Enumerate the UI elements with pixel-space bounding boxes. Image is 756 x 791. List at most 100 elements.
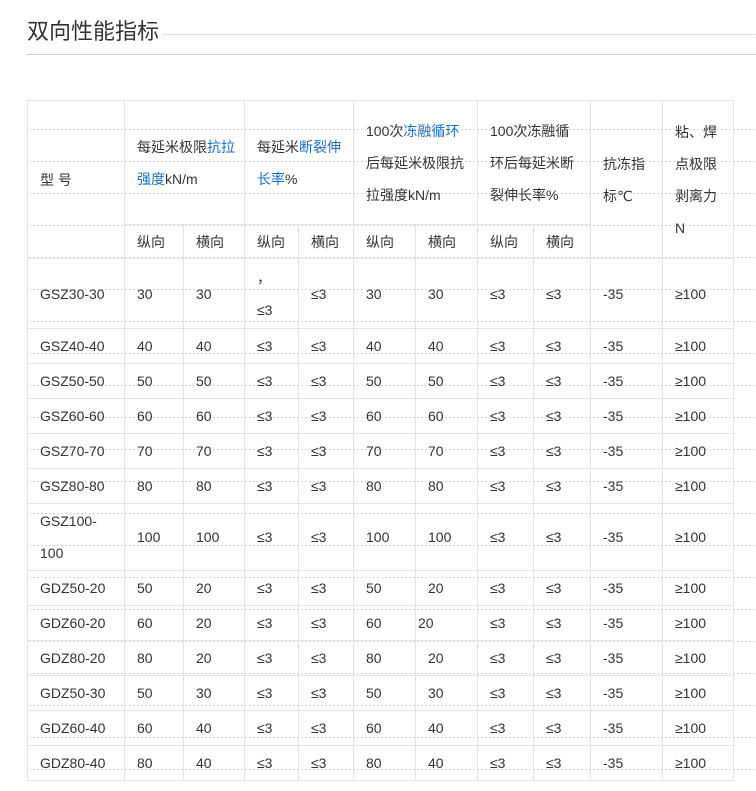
model-cell: GSZ40-40 xyxy=(27,328,125,364)
value-cell: ≤3 xyxy=(298,570,354,606)
table-row: GDZ60-40 60 40 ≤3 ≤3 60 40 ≤3 ≤3 -35 ≥100 xyxy=(27,710,734,746)
value-cell: ≥100 xyxy=(662,503,734,571)
value-cell: -35 xyxy=(590,398,663,434)
value-cell: 40 xyxy=(183,745,245,781)
value-cell: ≤3 xyxy=(298,258,354,329)
table-row: GSZ40-40 40 40 ≤3 ≤3 40 40 ≤3 ≤3 -35 ≥100 xyxy=(27,328,734,364)
value-cell: ， ≤3 xyxy=(244,258,299,329)
value-cell: 50 xyxy=(124,675,184,711)
value-cell: 40 xyxy=(415,328,478,364)
value-cell: ≤3 xyxy=(477,398,534,434)
value-cell: ≤3 xyxy=(533,675,591,711)
subheader-transverse: 横向 xyxy=(533,224,591,259)
model-cell: GSZ100-100 xyxy=(27,503,125,571)
value-cell: ≤3 xyxy=(477,710,534,746)
value-cell: ≤3 xyxy=(298,433,354,469)
value-cell: 70 xyxy=(124,433,184,469)
value-cell: ≤3 xyxy=(244,363,299,399)
model-cell: GDZ60-20 xyxy=(27,605,125,641)
value-cell: -35 xyxy=(590,675,663,711)
value-cell: 40 xyxy=(415,745,478,781)
value-cell: ≤3 xyxy=(477,640,534,676)
value-cell: 60 xyxy=(353,710,416,746)
value-cell: ≥100 xyxy=(662,605,734,641)
value-cell: 50 xyxy=(353,363,416,399)
value-cell: ≤3 xyxy=(533,258,591,329)
subheader-longitudinal: 纵向 xyxy=(353,224,416,259)
value-cell: ≤3 xyxy=(477,570,534,606)
value-cell: 20 xyxy=(183,640,245,676)
value-cell: 80 xyxy=(353,468,416,504)
model-cell: GDZ50-30 xyxy=(27,675,125,711)
value-cell: 100 xyxy=(415,503,478,571)
header-text-part: 100次 xyxy=(366,122,404,139)
value-cell: -35 xyxy=(590,745,663,781)
header-row: 型 号每延米极限抗拉强度kN/m 每延米断裂伸长率% 100次冻融循环后每延米极限抗… xyxy=(27,100,734,259)
subheader-longitudinal: 纵向 xyxy=(477,224,534,259)
value-cell: ≤3 xyxy=(533,433,591,469)
value-cell: ≤3 xyxy=(477,468,534,504)
title-divider xyxy=(27,54,756,55)
value-cell: 70 xyxy=(353,433,416,469)
value-cell: 80 xyxy=(183,468,245,504)
header-text-part[interactable]: 断裂伸长率 xyxy=(257,138,341,187)
value-cell: 30 xyxy=(415,675,478,711)
value-cell: 50 xyxy=(353,675,416,711)
subheader-row: 纵向 横向 纵向 横向 纵向 横向 纵向 横向 xyxy=(28,224,734,259)
value-cell: ≤3 xyxy=(244,640,299,676)
value-cell: -35 xyxy=(590,258,663,329)
model-cell: GSZ80-80 xyxy=(27,468,125,504)
value-cell: ≤3 xyxy=(298,468,354,504)
header-text-part[interactable]: 抗拉强度 xyxy=(137,138,235,187)
value-cell: 60 xyxy=(353,398,416,434)
value-cell: ≤3 xyxy=(298,710,354,746)
value-cell: ≤3 xyxy=(298,675,354,711)
value-cell: ≤3 xyxy=(244,398,299,434)
value-cell: ≤3 xyxy=(298,640,354,676)
table-row: GSZ80-80 80 80 ≤3 ≤3 80 80 ≤3 ≤3 -35 ≥100 xyxy=(27,468,734,504)
table-row: GDZ50-30 50 30 ≤3 ≤3 50 30 ≤3 ≤3 -35 ≥100 xyxy=(27,675,734,711)
value-cell: -35 xyxy=(590,710,663,746)
value-cell: 30 xyxy=(415,258,478,329)
model-cell: GSZ60-60 xyxy=(27,398,125,434)
header-text-part: kN/m xyxy=(165,170,198,187)
value-cell: 80 xyxy=(353,745,416,781)
model-cell: GSZ70-70 xyxy=(27,433,125,469)
subheader-longitudinal: 纵向 xyxy=(244,224,299,259)
value-cell: 40 xyxy=(183,710,245,746)
value-cell: 30 xyxy=(124,258,184,329)
value-cell: ≤3 xyxy=(533,710,591,746)
value-cell: ≤3 xyxy=(244,503,299,571)
value-cell: -35 xyxy=(590,363,663,399)
value-cell: 60 xyxy=(124,605,184,641)
model-cell: GDZ80-40 xyxy=(27,745,125,781)
header-text-part[interactable]: 冻融循环 xyxy=(403,122,460,139)
value-cell: ≤3 xyxy=(244,710,299,746)
value-cell: -35 xyxy=(590,605,663,641)
value-cell: 50 xyxy=(415,363,478,399)
table-row: GSZ70-70 70 70 ≤3 ≤3 70 70 ≤3 ≤3 -35 ≥100 xyxy=(27,433,734,469)
table-row: GSZ100-100 100 100 ≤3 ≤3 100 100 ≤3 ≤3 -35 ≥100 xyxy=(27,503,734,571)
value-cell: 60 xyxy=(415,398,478,434)
value-cell: -35 xyxy=(590,433,663,469)
value-cell: 60 xyxy=(183,398,245,434)
value-cell: ≥100 xyxy=(662,398,734,434)
value-cell: ≤3 xyxy=(533,328,591,364)
value-cell: 80 xyxy=(124,745,184,781)
value-cell: 20 xyxy=(415,640,478,676)
value-cell: ≤3 xyxy=(533,468,591,504)
value-cell: 60 xyxy=(353,605,416,641)
value-cell: 20 xyxy=(183,570,245,606)
value-cell: -35 xyxy=(590,328,663,364)
value-cell: ≥100 xyxy=(662,363,734,399)
value-cell: 40 xyxy=(124,328,184,364)
value-cell: ≤3 xyxy=(477,605,534,641)
value-cell: ≤3 xyxy=(298,328,354,364)
value-cell: 50 xyxy=(353,570,416,606)
value-cell: ≥100 xyxy=(662,675,734,711)
table-row: GSZ50-50 50 50 ≤3 ≤3 50 50 ≤3 ≤3 -35 ≥100 xyxy=(27,363,734,399)
value-cell: ≤3 xyxy=(533,570,591,606)
header-text-part: 每延米 xyxy=(257,138,299,155)
value-cell: ≤3 xyxy=(298,363,354,399)
value-cell: ≤3 xyxy=(533,363,591,399)
